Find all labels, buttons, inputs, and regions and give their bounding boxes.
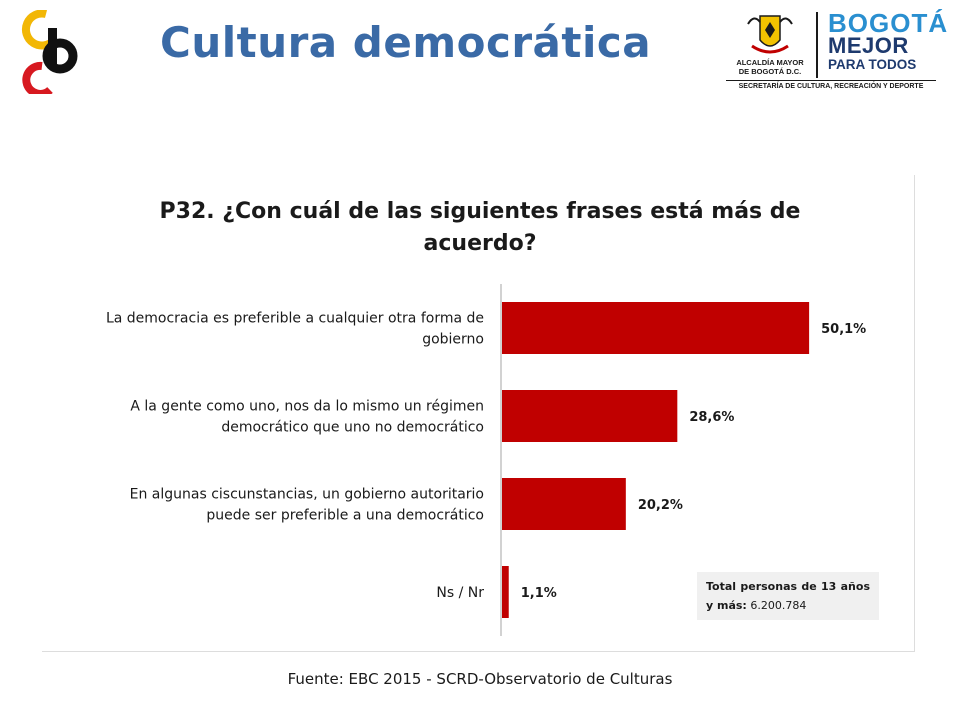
coat-of-arms-icon xyxy=(747,15,793,54)
mejor-text: MEJOR xyxy=(828,33,909,58)
bar xyxy=(502,390,678,442)
logo-rule xyxy=(726,80,936,81)
data-label: 50,1% xyxy=(821,322,866,337)
para-todos-text: PARA TODOS xyxy=(828,57,917,72)
page-title: Cultura democrática xyxy=(160,18,652,67)
logo-black-bowl xyxy=(42,38,78,74)
category-label: La democracia es preferible a cualquier … xyxy=(106,311,484,348)
total-note-value: 6.200.784 xyxy=(750,599,807,612)
category-label-line: A la gente como uno, nos da lo mismo un … xyxy=(130,399,484,415)
bar xyxy=(502,302,810,354)
category-label-line: La democracia es preferible a cualquier … xyxy=(106,311,484,327)
total-note: Total personas de 13 años y más: 6.200.7… xyxy=(697,572,879,620)
logo-red-arc xyxy=(22,61,53,94)
chart-title: P32. ¿Con cuál de las siguientes frases … xyxy=(159,199,801,256)
source-note: Fuente: EBC 2015 - SCRD-Observatorio de … xyxy=(287,670,673,688)
alcaldia-text: ALCALDÍA MAYOR DE BOGOTÁ D.C. xyxy=(736,58,804,76)
bogota-text: BOGOTÁ xyxy=(828,8,949,38)
total-note-label: Total personas de 13 años y más: xyxy=(706,580,870,612)
category-label-line: En algunas ciscunstancias, un gobierno a… xyxy=(130,487,484,503)
bogota-logo: ALCALDÍA MAYOR DE BOGOTÁ D.C. BOGOTÁ MEJ… xyxy=(720,6,947,94)
category-label-line: puede ser preferible a una democrático xyxy=(206,508,484,524)
chart-frame xyxy=(42,175,915,652)
logo-separator xyxy=(816,12,818,78)
bar xyxy=(502,566,509,618)
data-label: 20,2% xyxy=(638,498,683,513)
category-label: A la gente como uno, nos da lo mismo un … xyxy=(130,399,484,436)
logo-yellow-arc xyxy=(21,10,58,50)
category-label: Ns / Nr xyxy=(436,585,484,601)
category-label: En algunas ciscunstancias, un gobierno a… xyxy=(130,487,484,524)
ceb-logo xyxy=(21,10,78,94)
bar xyxy=(502,478,626,530)
category-label-line: democrático que uno no democrático xyxy=(221,420,484,436)
category-label-line: Ns / Nr xyxy=(436,585,484,601)
data-label: 28,6% xyxy=(689,410,734,425)
secretaria-text: SECRETARÍA DE CULTURA, RECREACIÓN Y DEPO… xyxy=(738,83,924,90)
data-label: 1,1% xyxy=(521,586,557,601)
category-label-line: gobierno xyxy=(422,332,484,348)
